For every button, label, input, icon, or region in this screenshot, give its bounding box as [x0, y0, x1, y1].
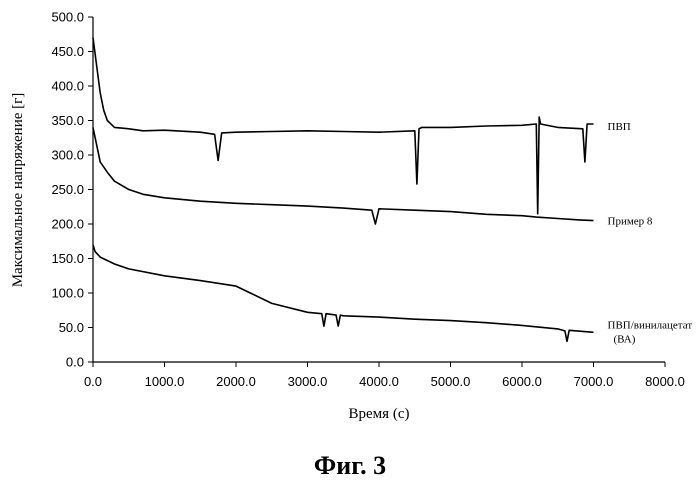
x-ticks: 0.0 1000.0 2000.0 3000.0 4000.0 5000.0 6000.0 7…	[84, 362, 685, 389]
y-axis-title: Максимальное напряжение [г]	[10, 93, 26, 288]
x-tick-label: 7000.0	[574, 374, 614, 389]
y-tick-label: 450.0	[51, 44, 84, 59]
y-tick-label: 0.0	[66, 355, 84, 370]
series-line-3	[93, 245, 594, 342]
series-line-2	[93, 127, 594, 224]
series-labels: ПВП Пример 8 ПВП/винилацетат (ВА)	[608, 121, 693, 345]
y-tick-label: 50.0	[59, 320, 84, 335]
series-label: ПВП	[608, 121, 631, 133]
series-label: (ВА)	[614, 333, 636, 345]
x-tick-label: 6000.0	[502, 374, 542, 389]
y-tick-label: 300.0	[51, 148, 84, 163]
y-tick-label: 400.0	[51, 79, 84, 94]
series-label: Пример 8	[608, 216, 653, 228]
x-axis-title: Время (с)	[349, 406, 410, 422]
figure-caption: Фиг. 3	[314, 451, 386, 480]
y-tick-label: 200.0	[51, 217, 84, 232]
x-tick-label: 8000.0	[645, 374, 685, 389]
axes	[93, 17, 665, 362]
x-tick-label: 4000.0	[359, 374, 399, 389]
y-tick-label: 500.0	[51, 10, 84, 25]
x-tick-label: 1000.0	[145, 374, 185, 389]
y-ticks: 0.0 50.0 100.0 150.0 200.0 250.0 300.0 350.0 400…	[51, 10, 93, 370]
x-tick-label: 3000.0	[288, 374, 328, 389]
y-tick-label: 350.0	[51, 113, 84, 128]
x-tick-label: 5000.0	[431, 374, 471, 389]
y-tick-label: 150.0	[51, 251, 84, 266]
series-label: ПВП/винилацетат	[608, 319, 693, 331]
series-line-1	[93, 38, 594, 214]
y-tick-label: 250.0	[51, 182, 84, 197]
x-tick-label: 0.0	[84, 374, 102, 389]
x-tick-label: 2000.0	[216, 374, 256, 389]
y-tick-label: 100.0	[51, 286, 84, 301]
plot-lines	[93, 38, 594, 342]
